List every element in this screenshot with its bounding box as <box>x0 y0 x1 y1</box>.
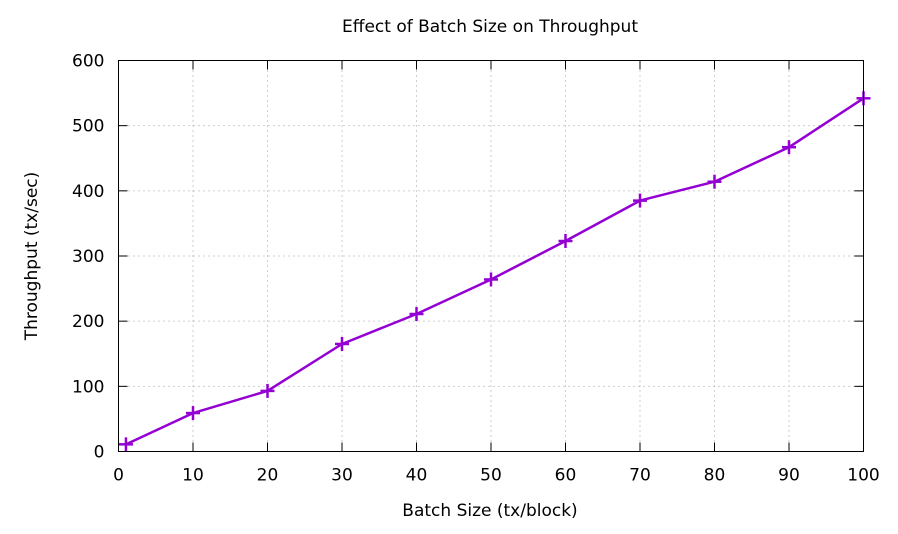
x-tick-label: 60 <box>555 466 577 486</box>
x-tick-label: 50 <box>480 466 502 486</box>
data-point <box>558 234 573 249</box>
y-tick-label: 0 <box>94 443 105 463</box>
data-point <box>260 383 275 398</box>
x-tick-label: 0 <box>113 466 124 486</box>
x-tick-label: 70 <box>629 466 651 486</box>
x-tick-label: 30 <box>331 466 353 486</box>
y-tick-label: 100 <box>72 377 104 397</box>
axis-ticks: 0 100 200 300 400 500 600 0 10 20 30 40 50 60 70 80 90 10… <box>72 52 880 486</box>
series-layer <box>118 91 871 452</box>
x-tick-label: 40 <box>406 466 428 486</box>
x-tick-label: 80 <box>704 466 726 486</box>
y-tick-label: 300 <box>72 247 104 267</box>
grid-lines <box>118 60 864 452</box>
x-tick-label: 90 <box>778 466 800 486</box>
series-line <box>125 97 865 446</box>
x-tick-label: 100 <box>847 466 879 486</box>
x-tick-label: 20 <box>257 466 279 486</box>
data-point <box>707 174 722 189</box>
y-axis-label: Throughput (tx/sec) <box>22 172 42 342</box>
data-point <box>782 140 796 155</box>
data-point <box>409 306 424 321</box>
data-point <box>186 406 200 421</box>
y-tick-label: 400 <box>72 182 104 202</box>
y-tick-label: 500 <box>72 117 104 137</box>
y-tick-label: 600 <box>72 52 104 72</box>
data-point <box>335 336 349 351</box>
x-tick-label: 10 <box>182 466 204 486</box>
data-point <box>633 193 647 208</box>
data-point <box>484 272 498 287</box>
chart-title: Effect of Batch Size on Throughput <box>342 17 638 37</box>
x-axis-label: Batch Size (tx/block) <box>402 501 577 521</box>
y-tick-label: 200 <box>72 312 104 332</box>
data-point <box>118 437 133 452</box>
